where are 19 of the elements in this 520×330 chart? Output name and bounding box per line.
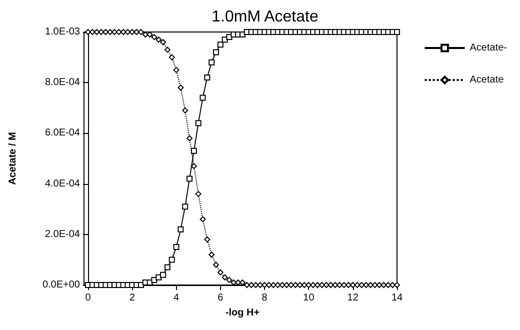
- y-tick-label: 2.0E-04: [44, 228, 80, 240]
- x-tick-label: 4: [174, 292, 180, 304]
- x-tick-label: 10: [303, 292, 315, 304]
- x-tick-label: 2: [129, 292, 136, 304]
- y-tick-label: 0.0E+00: [42, 280, 80, 290]
- y-tick-label: 8.0E-04: [44, 77, 80, 88]
- x-tick-label: 6: [218, 292, 224, 304]
- y-axis-title: Acetate / M: [8, 132, 18, 185]
- chart-title: 1.0mM Acetate: [212, 8, 318, 26]
- y-tick-label: 1.0E-03: [44, 26, 80, 38]
- y-tick-label: 4.0E-04: [44, 178, 80, 190]
- x-tick-label: 0: [85, 292, 92, 304]
- x-tick-label: 12: [347, 292, 359, 304]
- legend-label: Acetate: [470, 74, 504, 86]
- x-tick-label: 14: [391, 292, 403, 304]
- x-axis-title: -log H+: [225, 307, 260, 318]
- x-tick-label: 8: [262, 292, 268, 304]
- legend-label: Acetate-: [470, 42, 508, 54]
- y-tick-label: 6.0E-04: [44, 128, 80, 139]
